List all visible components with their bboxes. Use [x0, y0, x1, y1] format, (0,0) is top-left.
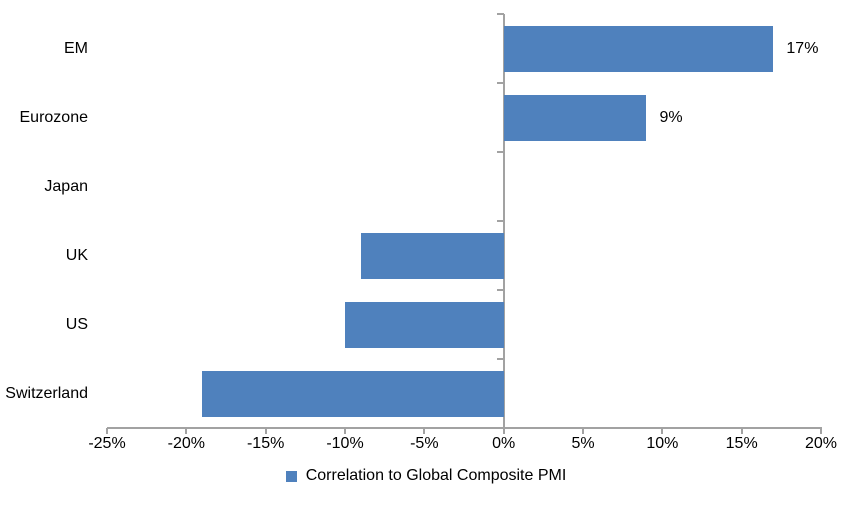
- category-label-us: US: [65, 315, 88, 333]
- value-axis-tick-label: 0%: [492, 435, 516, 452]
- value-axis-tick: [820, 428, 822, 434]
- category-label-switzerland: Switzerland: [5, 384, 88, 402]
- value-axis-tick-label: -15%: [246, 435, 285, 452]
- value-label-eurozone: 9%: [659, 108, 683, 126]
- value-axis-tick-label: 20%: [804, 435, 838, 452]
- category-axis-tick: [496, 151, 504, 153]
- value-axis-tick-label: 10%: [646, 435, 679, 452]
- legend-swatch-icon: [285, 470, 297, 482]
- bar-uk: [360, 232, 504, 279]
- bar-us: [345, 301, 504, 348]
- value-axis-tick: [106, 428, 108, 434]
- category-axis-tick: [496, 358, 504, 360]
- category-label-uk: UK: [65, 246, 88, 264]
- category-axis-line: [502, 14, 505, 428]
- value-label-em: 17%: [786, 39, 819, 57]
- category-axis-tick: [496, 220, 504, 222]
- value-axis-tick: [423, 428, 426, 434]
- category-label-japan: Japan: [44, 177, 88, 195]
- category-axis-tick: [496, 82, 504, 84]
- value-axis-tick-label: -20%: [167, 435, 205, 452]
- legend: Correlation to Global Composite PMI: [0, 466, 852, 486]
- value-axis-tick-label: -25%: [88, 435, 126, 452]
- category-label-eurozone: Eurozone: [19, 108, 89, 126]
- legend-label: Correlation to Global Composite PMI: [305, 467, 567, 484]
- value-axis-line: [107, 427, 822, 429]
- category-label-em: EM: [64, 39, 88, 57]
- value-axis-tick: [264, 428, 267, 434]
- value-axis-tick: [740, 428, 743, 434]
- category-axis-tick: [496, 289, 504, 291]
- bar-switzerland: [202, 370, 504, 417]
- bar-em: [503, 25, 774, 72]
- value-axis-tick: [344, 428, 346, 434]
- value-axis-tick: [661, 428, 664, 434]
- value-axis-tick: [502, 428, 505, 434]
- value-axis-tick: [582, 428, 584, 434]
- value-axis-tick: [185, 428, 188, 434]
- value-axis-tick-label: 15%: [725, 435, 758, 452]
- value-axis-tick-label: -5%: [410, 435, 439, 452]
- bar-eurozone: [503, 94, 647, 141]
- category-axis-tick: [496, 13, 504, 15]
- value-axis-tick-label: 5%: [571, 435, 595, 452]
- value-axis-tick-label: -10%: [326, 435, 364, 452]
